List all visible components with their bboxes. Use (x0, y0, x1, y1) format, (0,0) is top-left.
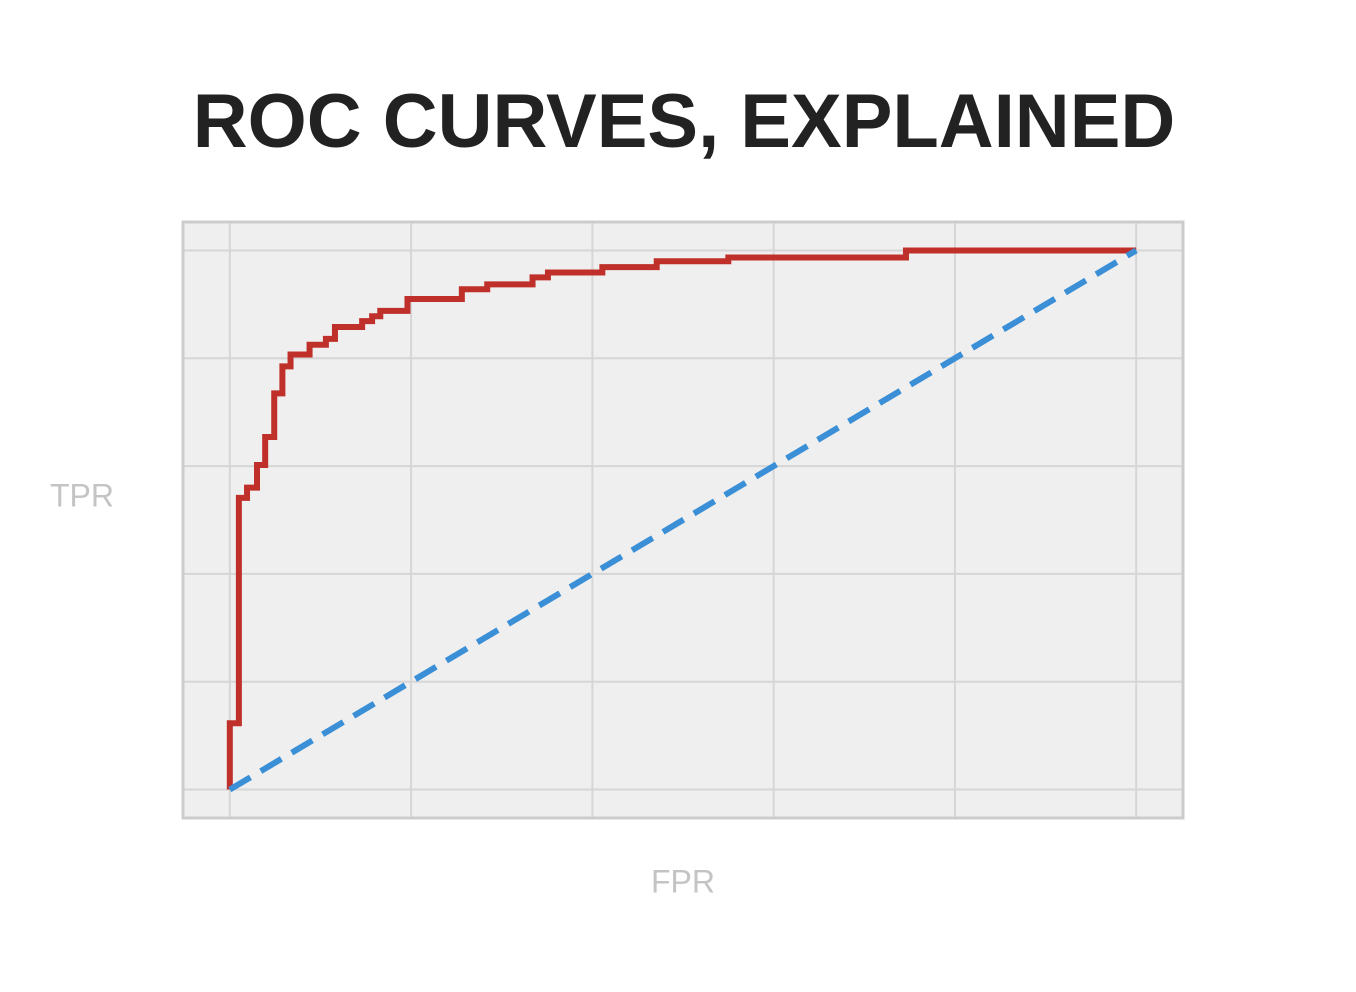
x-axis-label: FPR (651, 863, 715, 899)
series-line (228, 247, 1138, 793)
series-line (226, 247, 1137, 790)
y-axis-label: TPR (50, 477, 114, 513)
chart-title: ROC CURVES, EXPLAINED (193, 79, 1176, 164)
